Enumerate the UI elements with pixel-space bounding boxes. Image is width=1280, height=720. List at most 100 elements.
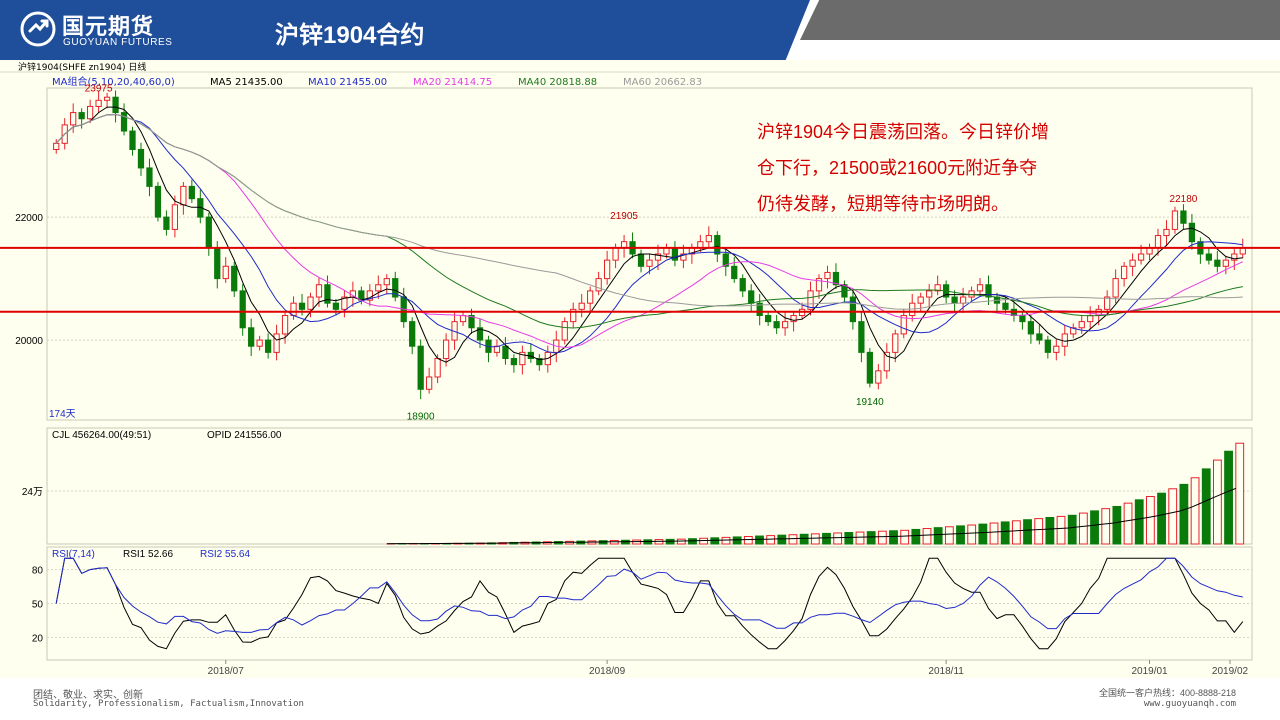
volume-bar: [1134, 499, 1144, 545]
candle-body: [468, 314, 475, 329]
candle-body: [926, 290, 933, 298]
volume-bar: [1101, 508, 1111, 545]
candle-body: [510, 358, 518, 366]
volume-bar: [889, 530, 898, 545]
volume-bar: [1067, 514, 1077, 545]
candle-body: [917, 296, 924, 304]
volume-bar: [1123, 502, 1133, 545]
header-banner: [0, 0, 810, 60]
candle-body: [1214, 259, 1221, 267]
ma-legend-ma40: MA40 20818.88: [518, 77, 597, 88]
volume-bar: [866, 531, 876, 545]
page-title: 沪锌1904合约: [275, 22, 425, 49]
candle-body: [248, 327, 255, 347]
ma10-line: [55, 113, 1243, 354]
candle-body: [307, 296, 314, 310]
candle-body: [1180, 210, 1187, 224]
volume-bar: [721, 536, 731, 545]
volume-bar: [1212, 459, 1222, 545]
candle-body: [646, 259, 653, 267]
ma5-line: [55, 106, 1243, 363]
candle-body: [832, 271, 840, 286]
candle-body: [959, 296, 967, 304]
candle-body: [442, 339, 450, 360]
rsi-legend-rsi2: RSI2 55.64: [200, 549, 250, 560]
volume-bar: [1011, 520, 1021, 545]
volume-bar: [911, 528, 921, 545]
x-tick-label: 2018/11: [928, 666, 964, 677]
volume-bar: [699, 537, 709, 545]
candle-body: [120, 112, 128, 132]
x-tick-label: 2018/09: [589, 666, 626, 677]
candle-body: [1120, 265, 1128, 280]
candle-body: [781, 321, 789, 329]
rsi-tick-label: 20: [32, 633, 44, 644]
candle-body: [595, 278, 602, 292]
candle-body: [78, 112, 85, 120]
volume-bar: [989, 522, 999, 545]
volume-legend-cjl: CJL 456264.00(49:51): [52, 430, 151, 441]
rsi-legend-rsi1: RSI1 52.66: [123, 549, 173, 560]
volume-bar: [777, 534, 787, 545]
candle-body: [773, 321, 780, 329]
price-tick-label: 20000: [15, 336, 43, 347]
candle-body: [637, 253, 645, 267]
analysis-comment: 沪锌1904今日震荡回落。今日锌价增 仓下行，21500或21600元附近争夺 …: [757, 114, 1137, 222]
candle-body: [137, 148, 145, 169]
candle-body: [231, 265, 238, 292]
comment-line: 仓下行，21500或21600元附近争夺: [757, 158, 1038, 178]
volume-bar: [1112, 505, 1122, 545]
candle-body: [332, 302, 340, 310]
candle-body: [341, 296, 348, 310]
volume-bar: [1168, 488, 1178, 545]
x-tick-label: 2018/07: [208, 666, 245, 677]
ma-group-label: MA组合(5,10,20,40,60,0): [52, 75, 175, 88]
volume-bar: [1235, 442, 1245, 545]
candle-body: [154, 185, 162, 218]
candle-body: [519, 351, 526, 366]
candle-body: [1078, 321, 1085, 329]
candle-body: [756, 302, 763, 316]
volume-bar: [1034, 518, 1044, 545]
volume-bar: [844, 532, 854, 545]
price-tick-label: 22000: [15, 213, 43, 224]
candle-body: [875, 370, 882, 384]
candle-body: [578, 302, 585, 310]
volume-bar: [1023, 519, 1032, 545]
candle-body: [1061, 333, 1068, 347]
candle-body: [493, 345, 501, 353]
volume-bar: [1078, 512, 1088, 545]
volume-bar: [1145, 496, 1155, 545]
volume-bar: [922, 528, 932, 545]
candle-body: [383, 278, 390, 286]
candle-body: [536, 358, 543, 366]
volume-bar: [766, 535, 776, 545]
candle-body: [197, 198, 204, 218]
candle-body: [366, 290, 373, 301]
candle-body: [1027, 321, 1035, 335]
candle-body: [612, 247, 619, 261]
header-accent-bar: [800, 0, 1280, 40]
candle-body: [883, 351, 890, 372]
logo-icon: [20, 11, 56, 47]
candle-body: [1036, 333, 1043, 341]
candle-body: [680, 253, 687, 261]
candle-body: [146, 167, 153, 187]
candle-body: [985, 284, 992, 298]
candle-body: [375, 284, 382, 292]
days-label: 174天: [49, 409, 76, 420]
ma-legend-ma60: MA60 20662.83: [623, 77, 702, 88]
candle-body: [1137, 253, 1145, 261]
x-tick-label: 2019/02: [1212, 666, 1249, 677]
volume-bar: [743, 535, 753, 545]
volume-bar: [810, 533, 820, 545]
candle-body: [1019, 314, 1026, 323]
volume-legend-opid: OPID 241556.00: [207, 430, 282, 441]
footer-hotline: 全国统一客户热线：400-8888-218: [1098, 688, 1236, 698]
candle-body: [129, 130, 136, 150]
candle-body: [892, 333, 899, 353]
volume-bar: [1090, 510, 1099, 545]
footer-slogan-cn: 团结、敬业、求实、创新: [33, 690, 143, 701]
candle-body: [1171, 210, 1179, 230]
volume-bar: [855, 531, 865, 545]
